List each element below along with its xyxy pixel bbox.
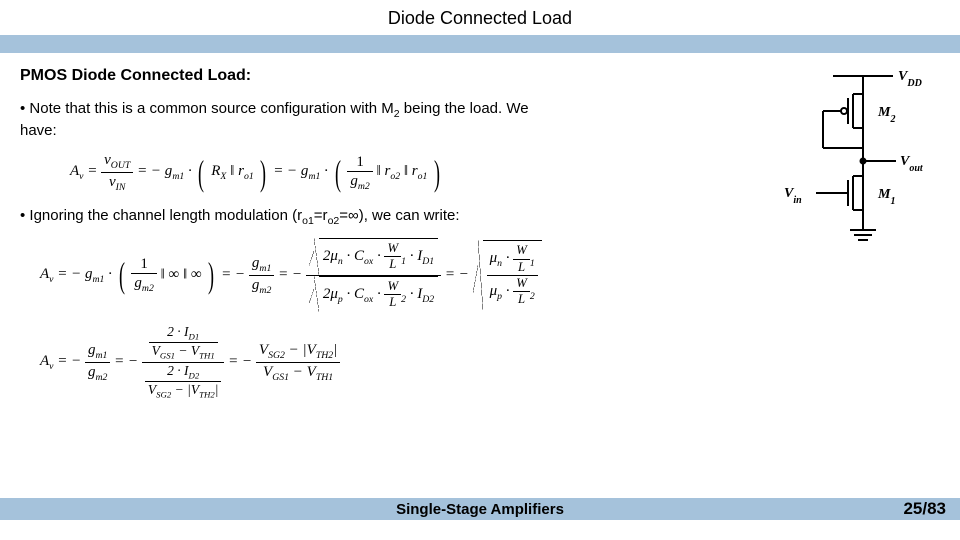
bullet-2-sub2: o2 (328, 215, 340, 227)
equation-3: Av = − gm1gm2 = − 2 · ID1VGS1 − VTH1 2 ·… (40, 324, 940, 400)
bullet-2-mid: =r (314, 207, 328, 224)
page-number: 25/83 (903, 499, 946, 519)
bullet-2-text-b: =∞), we can write: (339, 207, 459, 224)
svg-text:Vout: Vout (900, 154, 924, 174)
svg-text:M2: M2 (877, 105, 895, 125)
slide-title-area: Diode Connected Load (0, 0, 960, 35)
bullet-1: • Note that this is a common source conf… (20, 99, 540, 141)
footer-title: Single-Stage Amplifiers (396, 501, 564, 518)
svg-text:Vin: Vin (784, 186, 802, 206)
slide-title: Diode Connected Load (0, 8, 960, 29)
circuit-diagram: VDD M2 Vout M1 Vin (778, 66, 938, 266)
bullet-2-sub1: o1 (302, 215, 314, 227)
bullet-2-text-a: • Ignoring the channel length modulation… (20, 207, 302, 224)
svg-text:VDD: VDD (898, 69, 922, 89)
bullet-1-text-a: • Note that this is a common source conf… (20, 100, 394, 117)
footer-bar: Single-Stage Amplifiers 25/83 (0, 498, 960, 520)
svg-text:M1: M1 (877, 187, 895, 207)
header-bar (0, 35, 960, 53)
